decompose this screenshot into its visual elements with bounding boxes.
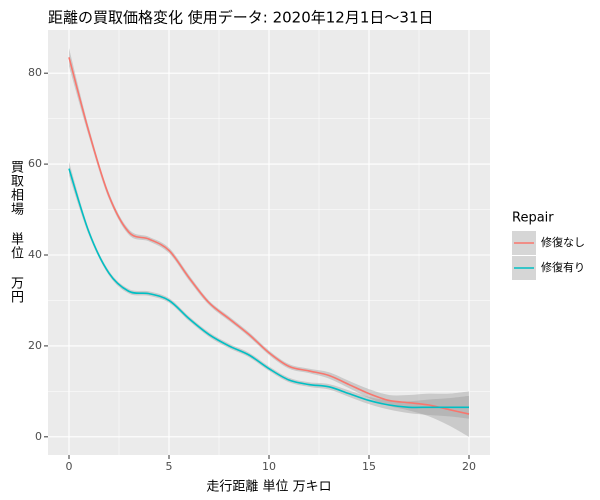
confidence-band xyxy=(69,161,469,419)
confidence-band xyxy=(69,48,469,437)
line xyxy=(68,168,469,409)
legend-label: 修復なし xyxy=(541,235,585,249)
x-tick-label: 20 xyxy=(462,460,476,473)
x-tick-label: 15 xyxy=(362,460,376,473)
legend-label: 修復有り xyxy=(541,260,585,274)
y-tick-label: 0 xyxy=(35,430,42,443)
line xyxy=(68,57,470,415)
y-tick-label: 60 xyxy=(28,157,42,170)
x-tick-label: 0 xyxy=(66,460,73,473)
x-tick-label: 10 xyxy=(262,460,276,473)
y-axis-title: 買取相場 単位 万円 xyxy=(8,160,23,304)
x-tick-label: 5 xyxy=(166,460,173,473)
x-axis-title: 走行距離 単位 万キロ xyxy=(206,479,331,495)
y-tick-label: 80 xyxy=(28,66,42,79)
y-tick-label: 40 xyxy=(28,248,42,261)
y-tick-label: 20 xyxy=(28,339,42,352)
legend-title: Repair xyxy=(512,211,554,226)
chart-title: 距離の買取価格変化 使用データ: 2020年12月1日～31日 xyxy=(48,9,433,27)
